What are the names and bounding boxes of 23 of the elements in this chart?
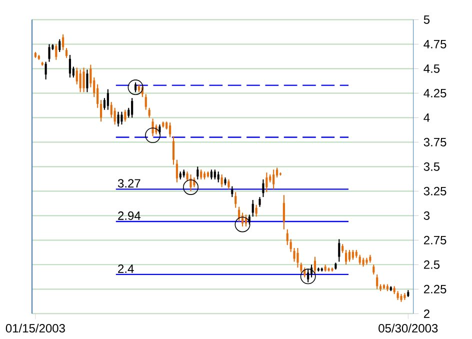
y-tick-label: 2 bbox=[424, 309, 430, 318]
ref-line-label: 2.4 bbox=[118, 264, 134, 273]
y-tick-label: 3 bbox=[424, 211, 430, 220]
y-tick-label: 2.25 bbox=[424, 284, 446, 294]
y-tick-label: 3.25 bbox=[424, 186, 446, 196]
y-tick-label: 3.5 bbox=[424, 162, 440, 171]
y-tick-label: 2.75 bbox=[424, 236, 446, 244]
ref-line-label: 2.94 bbox=[118, 211, 140, 220]
point bbox=[145, 128, 161, 144]
x-tick-label: 01/15/2003 bbox=[6, 324, 65, 333]
y-tick-label: 4.75 bbox=[424, 40, 446, 48]
y-tick-label: 4.25 bbox=[424, 88, 446, 98]
y-tick-label: 4.5 bbox=[424, 64, 440, 73]
point bbox=[234, 216, 250, 232]
y-tick-label: 3.75 bbox=[424, 138, 446, 146]
y-tick-label: 5 bbox=[424, 15, 430, 24]
y-tick-label: 2.5 bbox=[424, 260, 440, 269]
x-tick-label: 05/30/2003 bbox=[378, 324, 438, 333]
ref-line-label: 3.27 bbox=[118, 179, 140, 188]
point bbox=[300, 268, 316, 284]
point bbox=[128, 80, 144, 96]
point bbox=[183, 180, 198, 195]
y-tick-label: 4 bbox=[424, 114, 430, 122]
